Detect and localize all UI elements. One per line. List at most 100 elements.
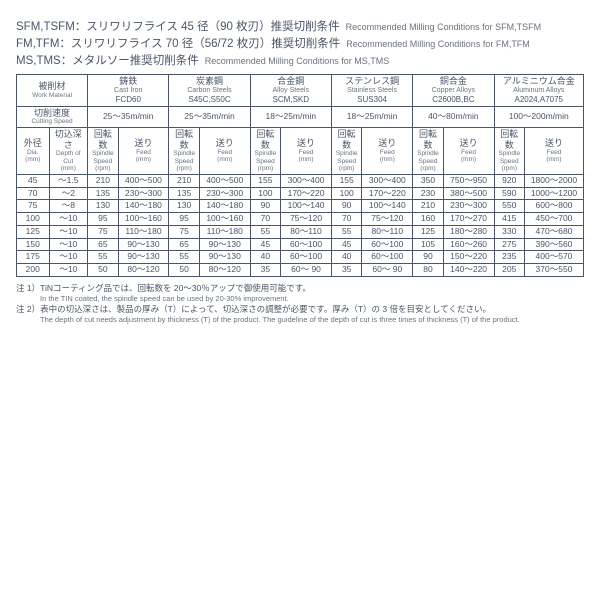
cell-feed: 80～110 — [281, 225, 332, 238]
cell-rpm: 45 — [331, 238, 361, 251]
cell-doc: ～2 — [49, 187, 88, 200]
cell-feed: 600～800 — [524, 200, 583, 213]
table-row: 125～1075110～18075110～1805580～1105580～110… — [17, 225, 584, 238]
cell-feed: 400～500 — [118, 174, 169, 187]
cell-feed: 1000～1200 — [524, 187, 583, 200]
mat-code: S45C,S50C — [188, 95, 230, 104]
cell-dia: 125 — [17, 225, 50, 238]
rpm-unit: (rpm) — [415, 165, 440, 172]
rpm-unit: (rpm) — [497, 165, 522, 172]
feed-unit: (mm) — [446, 156, 492, 163]
speed-cell: 18～25m/min — [331, 106, 412, 127]
cell-feed: 230～300 — [199, 187, 250, 200]
cell-rpm: 230 — [413, 187, 443, 200]
feed-jp: 送り — [134, 138, 152, 148]
cell-feed: 370～550 — [524, 264, 583, 277]
material-col: ステンレス鋼Stainless SteelsSUS304 — [331, 75, 412, 107]
cell-rpm: 920 — [494, 174, 524, 187]
feed-unit: (mm) — [283, 156, 329, 163]
mat-code: FCD60 — [116, 95, 141, 104]
feed-en: Feed — [283, 149, 329, 156]
header-lines: SFM,TSFM：スリワリフライス 45 径（90 枚刃）推奨切削条件 Reco… — [16, 18, 584, 68]
feed-en: Feed — [202, 149, 248, 156]
cell-doc: ～10 — [49, 264, 88, 277]
rpm-en: Spindle Speed — [90, 150, 115, 165]
cell-rpm: 135 — [88, 187, 118, 200]
note-1-jp: 注 1）TiNコーティング品では、回転数を 20～30％アップで御使用可能です。 — [16, 283, 584, 294]
cell-feed: 230～300 — [118, 187, 169, 200]
feed-jp: 送り — [297, 138, 315, 148]
cell-rpm: 75 — [88, 225, 118, 238]
cell-rpm: 55 — [88, 251, 118, 264]
cell-feed: 80～120 — [118, 264, 169, 277]
cell-feed: 60～ 90 — [281, 264, 332, 277]
cell-feed: 80～110 — [362, 225, 413, 238]
cell-feed: 100～160 — [118, 213, 169, 226]
cell-feed: 60～ 90 — [362, 264, 413, 277]
doc-unit: (mm) — [52, 165, 86, 172]
table-row: 45～1.5210400～500210400～500155300～4001553… — [17, 174, 584, 187]
cell-feed: 90～130 — [118, 251, 169, 264]
mat-jp: アルミニウム合金 — [503, 76, 575, 86]
cell-feed: 180～280 — [443, 225, 494, 238]
material-col: 鋳鉄Cast IronFCD60 — [88, 75, 169, 107]
cell-feed: 400～570 — [524, 251, 583, 264]
cell-rpm: 210 — [169, 174, 199, 187]
cell-feed: 110～180 — [118, 225, 169, 238]
cell-rpm: 135 — [169, 187, 199, 200]
cell-doc: ～10 — [49, 213, 88, 226]
feed-header: 送りFeed(mm) — [362, 127, 413, 174]
cell-rpm: 275 — [494, 238, 524, 251]
cutting-speed-header: 切削速度 Cutting Speed — [17, 106, 88, 127]
cell-feed: 60～100 — [362, 238, 413, 251]
cell-feed: 90～130 — [199, 238, 250, 251]
header-line: SFM,TSFM：スリワリフライス 45 径（90 枚刃）推奨切削条件 Reco… — [16, 18, 584, 34]
speed-cell: 18～25m/min — [250, 106, 331, 127]
rpm-jp: 回転数 — [500, 129, 518, 150]
header-line: MS,TMS：メタルソー推奨切削条件 Recommended Milling C… — [16, 52, 584, 68]
cell-rpm: 155 — [250, 174, 280, 187]
feed-header: 送りFeed(mm) — [118, 127, 169, 174]
cell-rpm: 350 — [413, 174, 443, 187]
cell-rpm: 100 — [331, 187, 361, 200]
cell-feed: 1800～2000 — [524, 174, 583, 187]
dia-jp: 外径 — [24, 138, 42, 148]
header-en: Recommended Milling Conditions for MS,TM… — [205, 56, 390, 66]
notes: 注 1）TiNコーティング品では、回転数を 20～30％アップで御使用可能です。… — [16, 283, 584, 325]
cell-feed: 100～160 — [199, 213, 250, 226]
material-col: アルミニウム合金Aluminum AlloysA2024,A7075 — [494, 75, 584, 107]
cell-dia: 150 — [17, 238, 50, 251]
cell-feed: 110～180 — [199, 225, 250, 238]
table-row: 200～105080～1205080～1203560～ 903560～ 9080… — [17, 264, 584, 277]
cell-rpm: 105 — [413, 238, 443, 251]
dia-unit: (mm) — [19, 156, 47, 163]
rpm-en: Spindle Speed — [497, 150, 522, 165]
cell-doc: ～10 — [49, 225, 88, 238]
note-1-en: In the TIN coated, the spindle speed can… — [16, 294, 584, 304]
cell-feed: 90～130 — [199, 251, 250, 264]
cell-rpm: 50 — [169, 264, 199, 277]
mat-jp: 銅合金 — [440, 76, 467, 86]
speed-cell: 40～80m/min — [413, 106, 494, 127]
cell-rpm: 415 — [494, 213, 524, 226]
material-col: 合金鋼Alloy SteelsSCM,SKD — [250, 75, 331, 107]
cell-feed: 400～500 — [199, 174, 250, 187]
speed-cell: 25～35m/min — [169, 106, 250, 127]
cell-feed: 140～180 — [199, 200, 250, 213]
cell-dia: 200 — [17, 264, 50, 277]
cell-doc: ～8 — [49, 200, 88, 213]
cell-feed: 170～220 — [281, 187, 332, 200]
doc-jp: 切込深さ — [55, 129, 82, 150]
cell-rpm: 35 — [331, 264, 361, 277]
cell-rpm: 130 — [88, 200, 118, 213]
header-en: Recommended Milling Conditions for SFM,T… — [346, 22, 542, 32]
speed-cell: 25～35m/min — [88, 106, 169, 127]
cell-feed: 170～220 — [362, 187, 413, 200]
rpm-header: 回転数Spindle Speed(rpm) — [331, 127, 361, 174]
cell-rpm: 330 — [494, 225, 524, 238]
feed-jp: 送り — [545, 138, 563, 148]
mat-code: A2024,A7075 — [515, 95, 564, 104]
rpm-jp: 回転数 — [419, 129, 437, 150]
cell-feed: 300～400 — [281, 174, 332, 187]
cell-rpm: 75 — [169, 225, 199, 238]
